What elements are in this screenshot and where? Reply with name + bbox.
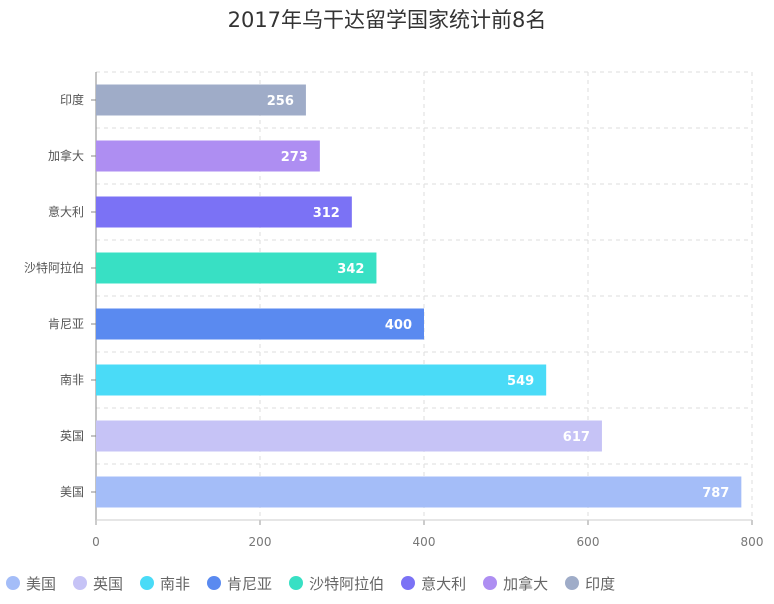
legend-marker-icon xyxy=(6,576,20,590)
legend-marker-icon xyxy=(483,576,498,590)
x-tick-label: 600 xyxy=(577,535,600,549)
legend-item[interactable]: 沙特阿拉伯 xyxy=(289,573,384,594)
legend-marker-icon xyxy=(565,576,580,590)
data-label: 549 xyxy=(507,374,534,389)
legend-label: 美国 xyxy=(26,574,57,593)
x-tick-label: 800 xyxy=(741,535,764,549)
legend-label: 沙特阿拉伯 xyxy=(309,574,385,593)
bar-layer xyxy=(96,84,742,508)
legend-item[interactable]: 南非 xyxy=(140,573,190,594)
y-tick-label: 肯尼亚 xyxy=(48,317,84,331)
legend-item[interactable]: 美国 xyxy=(6,573,56,594)
bar-1 xyxy=(96,420,602,452)
data-label: 787 xyxy=(702,486,729,501)
bar-chart: 0 200 400 600 800 美国 787 英国 617 南非 549 肯尼亚 400 沙特阿拉伯… xyxy=(24,71,764,549)
data-label: 312 xyxy=(313,206,340,221)
y-tick-label: 美国 xyxy=(60,485,84,499)
legend-label: 印度 xyxy=(585,574,616,593)
y-tick-label: 印度 xyxy=(60,92,84,107)
legend-marker-icon xyxy=(289,576,304,590)
x-tick-label: 0 xyxy=(92,535,100,549)
x-tick-label: 200 xyxy=(249,535,272,549)
legend-label: 肯尼亚 xyxy=(227,574,273,593)
y-tick-label: 意大利 xyxy=(48,204,84,219)
legend-label: 英国 xyxy=(93,574,124,593)
legend-item[interactable]: 意大利 xyxy=(401,573,466,594)
x-tick-label: 400 xyxy=(413,535,436,549)
bar-4 xyxy=(96,252,377,284)
chart-title: 2017年乌干达留学国家统计前8名 xyxy=(227,8,547,32)
legend-marker-icon xyxy=(73,576,88,590)
bar-2 xyxy=(96,364,547,396)
legend-label: 南非 xyxy=(160,574,191,593)
data-label: 256 xyxy=(267,94,294,109)
data-label: 400 xyxy=(385,318,412,333)
legend-marker-icon xyxy=(140,576,155,590)
bar-3 xyxy=(96,308,424,340)
data-label: 617 xyxy=(563,430,590,445)
legend: 美国 英国 南非 肯尼亚 沙特阿拉伯 意大利 加拿大 印度 xyxy=(6,571,774,595)
y-tick-label: 南非 xyxy=(60,372,84,387)
legend-marker-icon xyxy=(401,576,416,590)
legend-item[interactable]: 印度 xyxy=(565,573,615,594)
legend-item[interactable]: 肯尼亚 xyxy=(207,573,272,594)
data-label: 342 xyxy=(337,262,364,277)
label-layer: 美国 787 英国 617 南非 549 肯尼亚 400 沙特阿拉伯 342 意大利 312 加拿大 27… xyxy=(24,92,729,501)
y-tick-label: 加拿大 xyxy=(48,148,84,163)
legend-item[interactable]: 英国 xyxy=(73,573,123,594)
legend-item[interactable]: 加拿大 xyxy=(483,573,548,594)
data-label: 273 xyxy=(281,150,308,165)
grid-layer xyxy=(96,71,753,520)
legend-label: 加拿大 xyxy=(503,574,549,593)
bar-7 xyxy=(96,84,306,116)
legend-marker-icon xyxy=(207,576,222,590)
bar-6 xyxy=(96,140,320,172)
legend-label: 意大利 xyxy=(421,574,467,593)
bar-0 xyxy=(96,476,742,508)
y-tick-label: 英国 xyxy=(60,429,84,443)
y-tick-label: 沙特阿拉伯 xyxy=(24,260,84,275)
bar-5 xyxy=(96,196,352,228)
